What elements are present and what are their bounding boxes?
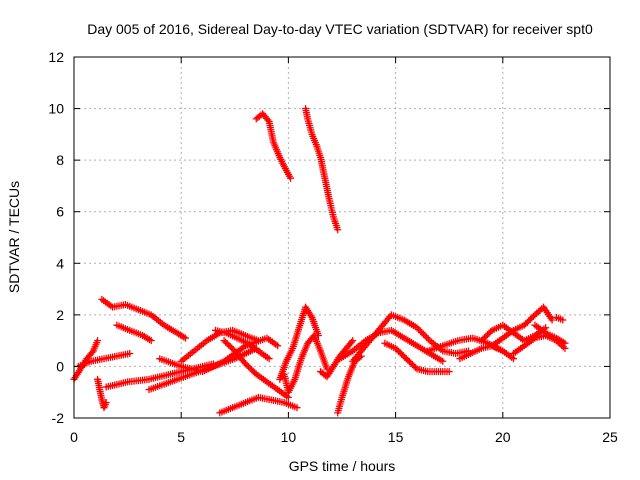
data-point bbox=[334, 226, 342, 234]
x-tick-label: 25 bbox=[602, 429, 618, 445]
x-tick-labels: 0 5 10 15 20 25 bbox=[70, 429, 618, 445]
series-arc-3 bbox=[74, 350, 134, 370]
data-point bbox=[347, 338, 355, 346]
series-arc-15 bbox=[276, 303, 322, 383]
y-tick-label: 8 bbox=[56, 152, 64, 168]
data-point bbox=[349, 337, 357, 345]
series-arc-21 bbox=[381, 339, 453, 376]
data-point bbox=[415, 325, 423, 333]
data-point bbox=[287, 174, 295, 182]
data-point bbox=[439, 357, 447, 365]
y-tick-label: 4 bbox=[56, 255, 64, 271]
data-point bbox=[94, 337, 102, 345]
data-point bbox=[102, 399, 110, 407]
data-point bbox=[293, 404, 301, 412]
y-axis-label: SDTVAR / TECUs bbox=[6, 181, 22, 293]
data-point bbox=[274, 342, 282, 350]
data-point bbox=[548, 316, 556, 324]
axis-ticks bbox=[73, 56, 611, 419]
x-tick-label: 20 bbox=[495, 429, 511, 445]
series-arc-10 bbox=[212, 326, 273, 363]
data-point bbox=[412, 364, 420, 372]
series-arc-5 bbox=[113, 321, 155, 345]
chart-title: Day 005 of 2016, Sidereal Day-to-day VTE… bbox=[87, 21, 593, 37]
data-point bbox=[421, 332, 429, 340]
y-tick-label: 6 bbox=[56, 204, 64, 220]
data-point bbox=[487, 328, 495, 336]
x-axis-label: GPS time / hours bbox=[289, 458, 396, 474]
y-tick-label: -2 bbox=[52, 410, 65, 426]
grid-lines bbox=[74, 57, 610, 418]
data-point bbox=[424, 335, 432, 343]
series-arc-11 bbox=[216, 393, 301, 417]
data-point bbox=[423, 333, 431, 341]
data-point bbox=[529, 312, 537, 320]
x-tick-label: 15 bbox=[388, 429, 404, 445]
series-arc-9 bbox=[177, 326, 262, 365]
x-tick-label: 0 bbox=[70, 429, 78, 445]
x-tick-label: 5 bbox=[177, 429, 185, 445]
y-tick-label: 2 bbox=[56, 307, 64, 323]
data-point bbox=[559, 316, 567, 324]
series-arc-18 bbox=[334, 352, 365, 417]
data-point bbox=[416, 327, 424, 335]
plot-frame bbox=[73, 56, 611, 419]
y-tick-label: 10 bbox=[48, 101, 64, 117]
series-arc-28 bbox=[552, 313, 567, 324]
series-arc-2 bbox=[94, 375, 110, 412]
y-tick-labels: -2 0 2 4 6 8 10 12 bbox=[48, 49, 64, 426]
series-arc-14 bbox=[302, 105, 342, 234]
data-point bbox=[419, 330, 427, 338]
data-point bbox=[561, 339, 569, 347]
series-arc-4 bbox=[98, 295, 189, 342]
y-tick-label: 0 bbox=[56, 358, 64, 374]
data-point bbox=[445, 368, 453, 376]
series-arc-16 bbox=[280, 331, 331, 396]
data-point bbox=[254, 337, 262, 345]
data-point bbox=[413, 324, 421, 332]
x-tick-label: 10 bbox=[281, 429, 297, 445]
data-point bbox=[181, 334, 189, 342]
data-point bbox=[147, 337, 155, 345]
series-arc-12 bbox=[220, 337, 292, 401]
data-point bbox=[265, 355, 273, 363]
data-point bbox=[126, 350, 134, 358]
series-arc-25 bbox=[488, 303, 556, 350]
data-points bbox=[70, 105, 569, 417]
y-tick-label: 12 bbox=[48, 49, 64, 65]
series-arc-27 bbox=[531, 321, 569, 347]
data-point bbox=[88, 349, 96, 357]
series-arc-20 bbox=[349, 311, 472, 365]
series-arc-13 bbox=[252, 110, 295, 182]
data-point bbox=[418, 329, 426, 337]
data-point bbox=[264, 116, 272, 124]
